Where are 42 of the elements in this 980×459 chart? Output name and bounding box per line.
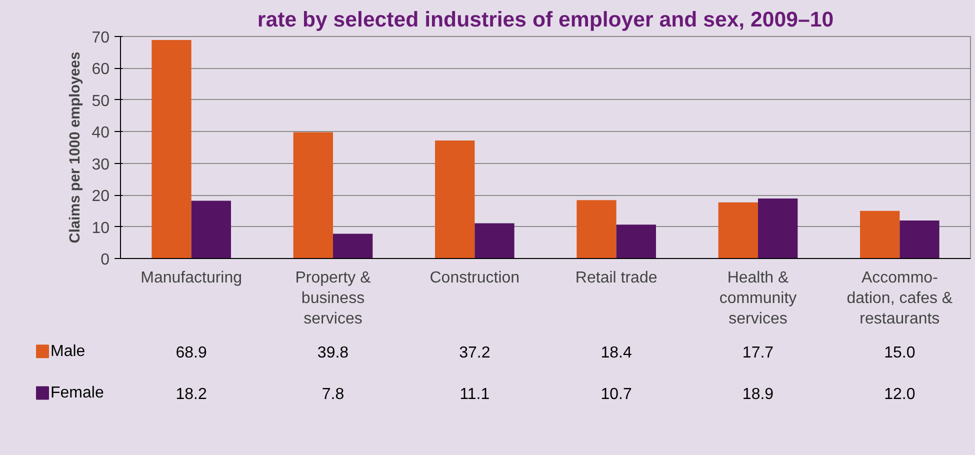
- y-tick-label: 40: [92, 124, 110, 142]
- data-label: 17.7: [742, 344, 774, 362]
- bar: [293, 132, 333, 258]
- data-label: 37.2: [459, 344, 490, 362]
- bar: [576, 200, 616, 258]
- data-label: 18.2: [176, 386, 208, 403]
- bar: [860, 210, 900, 258]
- bar: [718, 202, 758, 258]
- y-tick-label: 30: [92, 156, 110, 174]
- bar: [333, 234, 373, 258]
- x-tick-label: Accommo- dation, cafes & restaurants: [846, 270, 953, 328]
- y-tick-label: 60: [92, 61, 110, 78]
- bar: [900, 220, 940, 258]
- legend-label: Female: [50, 384, 104, 402]
- bar: [152, 40, 192, 258]
- data-label: 10.7: [600, 386, 632, 403]
- x-tick-label: Health & community services: [719, 270, 797, 328]
- y-tick-label: 50: [92, 92, 110, 110]
- bar: [474, 223, 514, 258]
- bar: [758, 198, 798, 258]
- bar: [191, 200, 231, 258]
- data-label: 18.4: [600, 344, 632, 362]
- x-tick-label: Manufacturing: [140, 270, 242, 286]
- x-tick-label: Construction: [430, 270, 520, 286]
- data-label: 39.8: [317, 344, 349, 362]
- data-label: 11.1: [460, 386, 490, 403]
- y-tick-label: 10: [92, 220, 110, 237]
- y-tick-label: 20: [92, 188, 110, 206]
- data-label: 18.9: [742, 386, 774, 403]
- x-tick-label: Retail trade: [575, 270, 658, 286]
- y-tick-label: 70: [92, 30, 110, 46]
- y-tick-label: 0: [100, 252, 110, 268]
- data-label: 7.8: [322, 386, 344, 403]
- x-tick-label: Property & business services: [295, 270, 372, 328]
- bar: [435, 140, 475, 258]
- data-label: 15.0: [884, 344, 916, 362]
- data-label: 68.9: [176, 344, 208, 362]
- y-axis-title: Claims per 1000 employees: [68, 52, 84, 244]
- bar: [616, 224, 656, 258]
- legend-label: Male: [50, 342, 86, 360]
- data-label: 12.0: [884, 386, 916, 403]
- chart-title: rate by selected industries of employer and sex, 2009–10: [257, 8, 834, 32]
